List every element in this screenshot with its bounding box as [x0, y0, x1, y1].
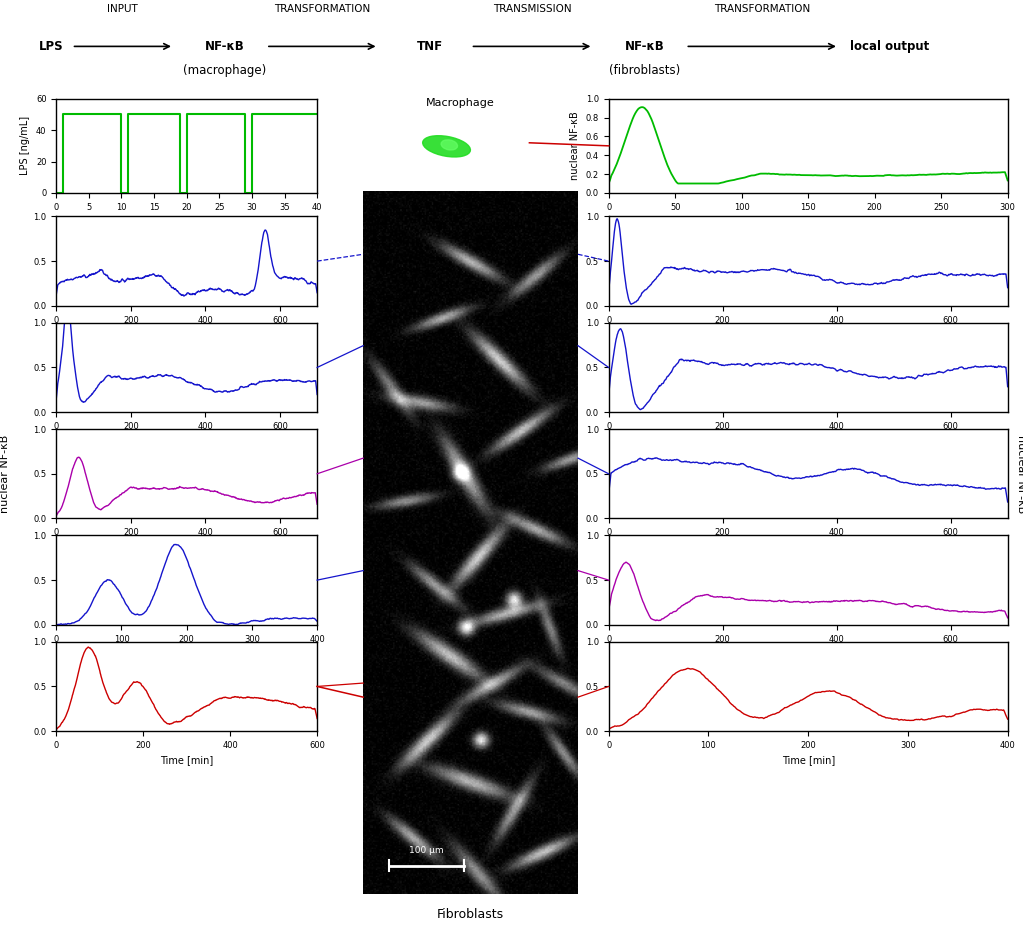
- X-axis label: Time [min]: Time [min]: [160, 217, 214, 227]
- Text: TRANSMISSION: TRANSMISSION: [493, 4, 571, 14]
- Text: local output: local output: [850, 40, 930, 53]
- Text: LPS: LPS: [39, 40, 63, 53]
- Text: Fibroblasts: Fibroblasts: [437, 908, 504, 921]
- Ellipse shape: [441, 140, 457, 150]
- Y-axis label: nuclear NF-κB: nuclear NF-κB: [570, 111, 580, 181]
- Text: 100 μm: 100 μm: [418, 163, 447, 171]
- Text: (macrophage): (macrophage): [183, 64, 267, 77]
- Text: 100 μm: 100 μm: [409, 846, 444, 855]
- Text: TRANSFORMATION: TRANSFORMATION: [274, 4, 370, 14]
- Text: NF-κB: NF-κB: [625, 40, 664, 53]
- Text: TRANSFORMATION: TRANSFORMATION: [714, 4, 810, 14]
- Text: TNF: TNF: [416, 40, 443, 53]
- X-axis label: Time [min]: Time [min]: [782, 217, 835, 227]
- Text: Macrophage: Macrophage: [426, 98, 495, 108]
- Text: nuclear NF-κB: nuclear NF-κB: [0, 435, 10, 513]
- Ellipse shape: [422, 136, 471, 157]
- Text: INPUT: INPUT: [107, 4, 138, 14]
- Text: NF-κB: NF-κB: [206, 40, 244, 53]
- X-axis label: Time [min]: Time [min]: [782, 756, 835, 765]
- Y-axis label: LPS [ng/mL]: LPS [ng/mL]: [20, 117, 31, 175]
- X-axis label: Time [min]: Time [min]: [160, 756, 214, 765]
- Text: nuclear NF-κB: nuclear NF-κB: [1016, 435, 1023, 513]
- Text: (fibroblasts): (fibroblasts): [609, 64, 680, 77]
